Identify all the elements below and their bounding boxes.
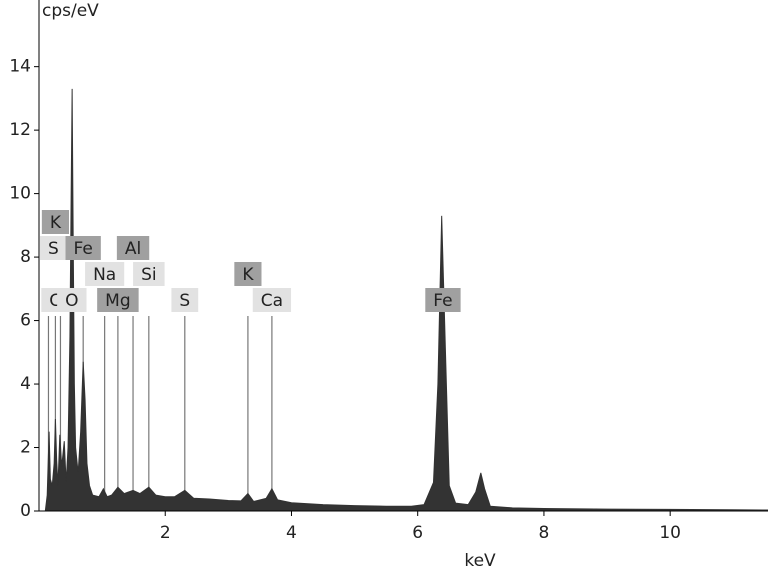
element-label-text: K <box>50 213 62 233</box>
y-tick-label: 0 <box>20 501 31 521</box>
element-label-text: Fe <box>433 291 452 311</box>
element-label: K <box>234 262 262 286</box>
element-label-box <box>97 288 139 312</box>
element-label-text: Ca <box>261 291 283 311</box>
element-label-text: K <box>242 265 254 285</box>
element-label: S <box>171 288 199 312</box>
element-label: Fe <box>425 288 461 312</box>
element-label: K <box>41 210 69 234</box>
element-label-box <box>252 288 292 312</box>
y-tick-label: 4 <box>20 374 31 394</box>
element-label: Fe <box>65 236 101 260</box>
element-label-box <box>234 262 262 286</box>
element-label-text: Na <box>93 265 116 285</box>
element-label-box <box>133 262 165 286</box>
element-label-box <box>116 236 150 260</box>
element-label: Si <box>133 262 165 286</box>
y-tick-label: 14 <box>9 57 31 77</box>
y-tick-label: 8 <box>20 247 31 267</box>
y-tick-label: 10 <box>9 184 31 204</box>
element-label: Mg <box>97 288 139 312</box>
y-tick-label: 6 <box>20 311 31 331</box>
element-label-box <box>425 288 461 312</box>
spectrum <box>44 88 768 512</box>
y-tick-label: 12 <box>9 120 31 140</box>
element-label-box <box>65 236 101 260</box>
element-label-box <box>57 288 87 312</box>
element-label-text: S <box>179 291 190 311</box>
element-label-box <box>85 262 125 286</box>
x-tick-label: 2 <box>160 523 171 543</box>
x-tick-label: 4 <box>286 523 297 543</box>
y-tick-label: 2 <box>20 438 31 458</box>
element-label-text: S <box>48 239 59 259</box>
element-label-text: O <box>65 291 78 311</box>
element-label-text: Si <box>141 265 157 285</box>
element-label-box <box>171 288 199 312</box>
element-label: Al <box>116 236 150 260</box>
element-label-text: Al <box>125 239 141 259</box>
element-label: S <box>40 236 67 260</box>
element-label-box <box>41 210 69 234</box>
x-tick-label: 10 <box>659 523 681 543</box>
x-tick-label: 6 <box>412 523 423 543</box>
x-tick-label: 8 <box>539 523 550 543</box>
element-label-text: Mg <box>105 291 130 311</box>
x-axis-label: keV <box>464 551 496 571</box>
element-label: Na <box>85 262 125 286</box>
element-label: Ca <box>252 288 292 312</box>
element-label: O <box>57 288 87 312</box>
element-label-box <box>40 236 67 260</box>
element-label-text: Fe <box>74 239 93 259</box>
y-axis-label: cps/eV <box>42 1 99 21</box>
